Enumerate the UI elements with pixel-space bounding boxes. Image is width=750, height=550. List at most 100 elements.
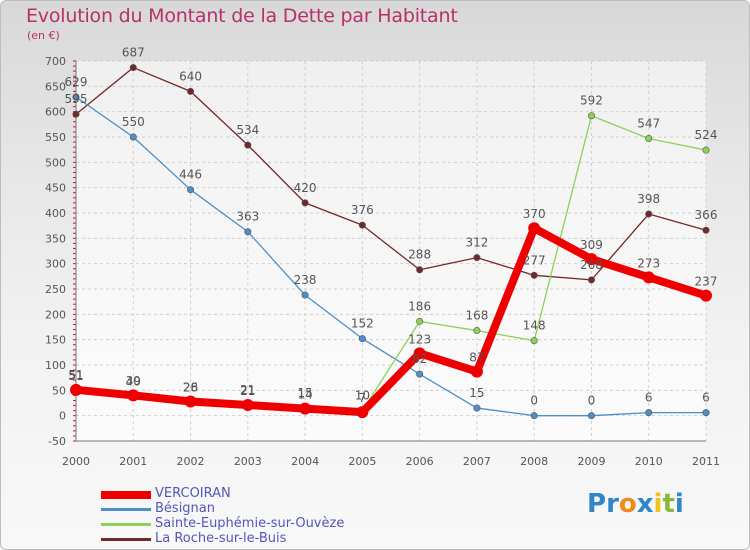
data-label: 186 — [408, 299, 431, 313]
data-point — [127, 389, 140, 402]
data-point — [72, 110, 80, 118]
data-point — [528, 222, 541, 235]
x-tick-label: 2007 — [463, 455, 491, 468]
x-tick-label: 2001 — [119, 455, 147, 468]
data-point — [416, 370, 424, 378]
y-tick-label: 550 — [45, 131, 66, 144]
legend-swatch — [101, 523, 151, 526]
legend-label: Sainte-Euphémie-sur-Ouvèze — [155, 516, 345, 531]
data-label: 312 — [465, 236, 488, 250]
y-tick-label: 200 — [45, 308, 66, 321]
series-la-roche-sur-le-buis — [72, 64, 710, 284]
x-tick-label: 2000 — [62, 455, 90, 468]
data-point — [645, 409, 653, 417]
data-point — [301, 199, 309, 207]
legend-label: La Roche-sur-le-Buis — [155, 531, 287, 546]
data-point — [299, 402, 312, 415]
data-label: 6 — [702, 391, 710, 405]
data-label: 309 — [580, 238, 603, 252]
legend-swatch — [101, 508, 151, 511]
data-label: 273 — [637, 256, 660, 270]
data-point — [645, 135, 653, 143]
data-point — [587, 276, 595, 284]
data-point — [473, 404, 481, 412]
data-point — [244, 141, 252, 149]
data-label: 10 — [355, 389, 370, 403]
data-point — [473, 254, 481, 262]
series-line — [72, 224, 710, 417]
data-label: 0 — [588, 394, 596, 408]
data-label: 82 — [412, 352, 427, 366]
x-tick-label: 2008 — [520, 455, 548, 468]
data-label: 277 — [523, 253, 546, 267]
data-point — [129, 64, 137, 72]
data-point — [129, 133, 137, 141]
data-point — [702, 146, 710, 154]
data-point — [645, 210, 653, 218]
data-label: 15 — [297, 386, 312, 400]
data-label: 268 — [580, 258, 603, 272]
legend-label: Bésignan — [155, 501, 215, 516]
data-label: 595 — [65, 92, 88, 106]
data-point — [70, 383, 82, 396]
legend-swatch — [101, 538, 151, 541]
logo-letter: r — [606, 489, 619, 519]
chart-unit-label: (en €) — [27, 29, 60, 42]
data-point — [702, 409, 710, 417]
data-point — [530, 337, 538, 345]
data-label: 152 — [351, 317, 374, 331]
data-point — [470, 365, 483, 378]
series-line — [75, 66, 707, 281]
logo-letter: i — [674, 489, 684, 519]
y-tick-label: 350 — [45, 232, 66, 245]
data-point — [416, 266, 424, 274]
data-label: 168 — [465, 309, 488, 323]
data-label: 40 — [126, 374, 141, 388]
logo-letter: x — [636, 489, 654, 519]
data-label: 14 — [297, 388, 312, 402]
data-point — [587, 112, 595, 120]
legend-swatch — [101, 491, 151, 499]
data-label: 629 — [65, 75, 88, 89]
data-point — [642, 271, 655, 284]
data-point — [187, 186, 195, 194]
y-tick-label: 100 — [45, 359, 66, 372]
data-point — [700, 289, 712, 302]
logo-letter: t — [662, 489, 675, 519]
data-label: 366 — [695, 208, 718, 222]
data-label: 534 — [236, 123, 259, 137]
y-tick-label: 650 — [45, 80, 66, 93]
data-label: 640 — [179, 69, 202, 83]
y-tick-label: 150 — [45, 334, 66, 347]
data-label: 370 — [523, 207, 546, 221]
data-point — [72, 93, 80, 101]
y-tick-label: 50 — [52, 384, 66, 397]
proxiti-logo: Proxiti — [587, 489, 684, 519]
logo-letter: i — [653, 489, 663, 519]
x-tick-label: 2009 — [577, 455, 605, 468]
y-tick-label: 500 — [45, 156, 66, 169]
y-tick-label: 450 — [45, 182, 66, 195]
data-point — [241, 399, 254, 412]
data-label: 398 — [637, 192, 660, 206]
data-point — [184, 395, 197, 408]
data-point — [587, 412, 595, 420]
data-point — [473, 327, 481, 335]
data-point — [530, 271, 538, 279]
data-label: 288 — [408, 248, 431, 262]
data-point — [358, 335, 366, 343]
logo-letter: o — [618, 489, 637, 519]
y-tick-label: 400 — [45, 207, 66, 220]
series-b-signan — [72, 93, 710, 420]
data-point — [358, 221, 366, 229]
data-label: 687 — [122, 46, 145, 60]
logo-letter: P — [587, 489, 607, 519]
data-point — [301, 291, 309, 299]
data-label: 7 — [359, 391, 367, 405]
y-tick-label: 0 — [59, 410, 66, 423]
data-point — [187, 87, 195, 95]
y-tick-label: 300 — [45, 258, 66, 271]
x-tick-label: 2006 — [406, 455, 434, 468]
